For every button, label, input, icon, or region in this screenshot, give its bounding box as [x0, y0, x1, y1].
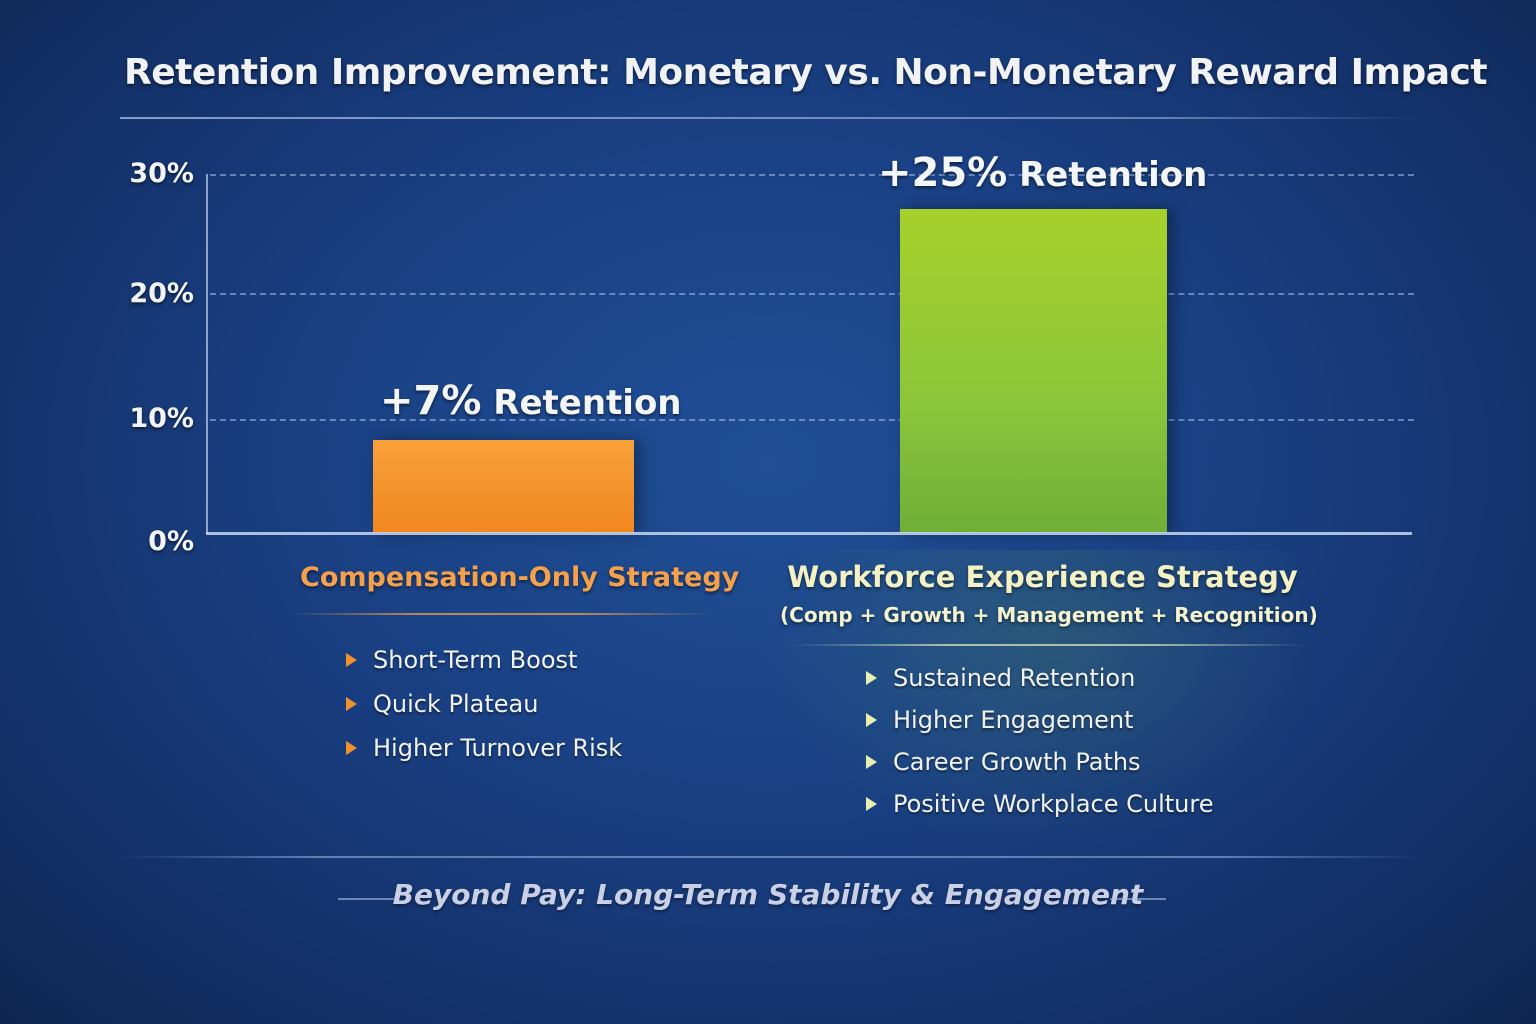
footer-dash-right — [1110, 898, 1166, 900]
bar-label-compensation: +7% Retention — [380, 378, 682, 424]
y-tick-0: 0% — [148, 526, 194, 557]
bar-workforce-experience — [900, 209, 1167, 533]
triangle-bullet-icon — [866, 797, 877, 811]
gridline-10 — [210, 419, 1414, 421]
triangle-bullet-icon — [866, 713, 877, 727]
x-axis — [206, 532, 1412, 535]
footer-dash-left — [338, 898, 394, 900]
bullet-list-workforce: Sustained Retention Higher Engagement Ca… — [866, 657, 1213, 825]
bar-compensation-only — [373, 440, 634, 533]
category-divider-compensation — [290, 613, 710, 615]
y-tick-10: 10% — [129, 403, 194, 434]
list-item: Higher Turnover Risk — [346, 726, 622, 770]
category-title-compensation: Compensation-Only Strategy — [300, 562, 740, 593]
bar-value: +7% — [380, 378, 482, 424]
bar-value-suffix: Retention — [493, 383, 682, 423]
list-item: Sustained Retention — [866, 657, 1213, 699]
bullet-list-compensation: Short-Term Boost Quick Plateau Higher Tu… — [346, 638, 622, 770]
bar-label-workforce: +25% Retention — [878, 150, 1207, 196]
y-tick-20: 20% — [129, 278, 194, 309]
y-tick-30: 30% — [129, 158, 194, 189]
category-title-workforce: Workforce Experience Strategy — [787, 560, 1298, 594]
category-divider-workforce — [790, 644, 1305, 646]
bar-value-suffix: Retention — [1019, 155, 1208, 195]
gridline-20 — [210, 293, 1414, 295]
triangle-bullet-icon — [346, 741, 357, 755]
list-item: Positive Workplace Culture — [866, 783, 1213, 825]
footer-divider — [120, 856, 1420, 858]
list-item: Short-Term Boost — [346, 638, 622, 682]
triangle-bullet-icon — [866, 755, 877, 769]
list-item: Higher Engagement — [866, 699, 1213, 741]
title-divider — [120, 117, 1420, 119]
category-glow — [760, 550, 1330, 850]
triangle-bullet-icon — [346, 653, 357, 667]
page-title: Retention Improvement: Monetary vs. Non-… — [124, 52, 1488, 93]
bar-value: +25% — [878, 150, 1008, 196]
footer-tagline: Beyond Pay: Long-Term Stability & Engage… — [392, 878, 1144, 911]
triangle-bullet-icon — [866, 671, 877, 685]
category-subtitle-workforce: (Comp + Growth + Management + Recognitio… — [780, 603, 1318, 627]
triangle-bullet-icon — [346, 697, 357, 711]
list-item: Quick Plateau — [346, 682, 622, 726]
y-axis — [206, 174, 208, 534]
gridline-30 — [210, 174, 1414, 176]
list-item: Career Growth Paths — [866, 741, 1213, 783]
